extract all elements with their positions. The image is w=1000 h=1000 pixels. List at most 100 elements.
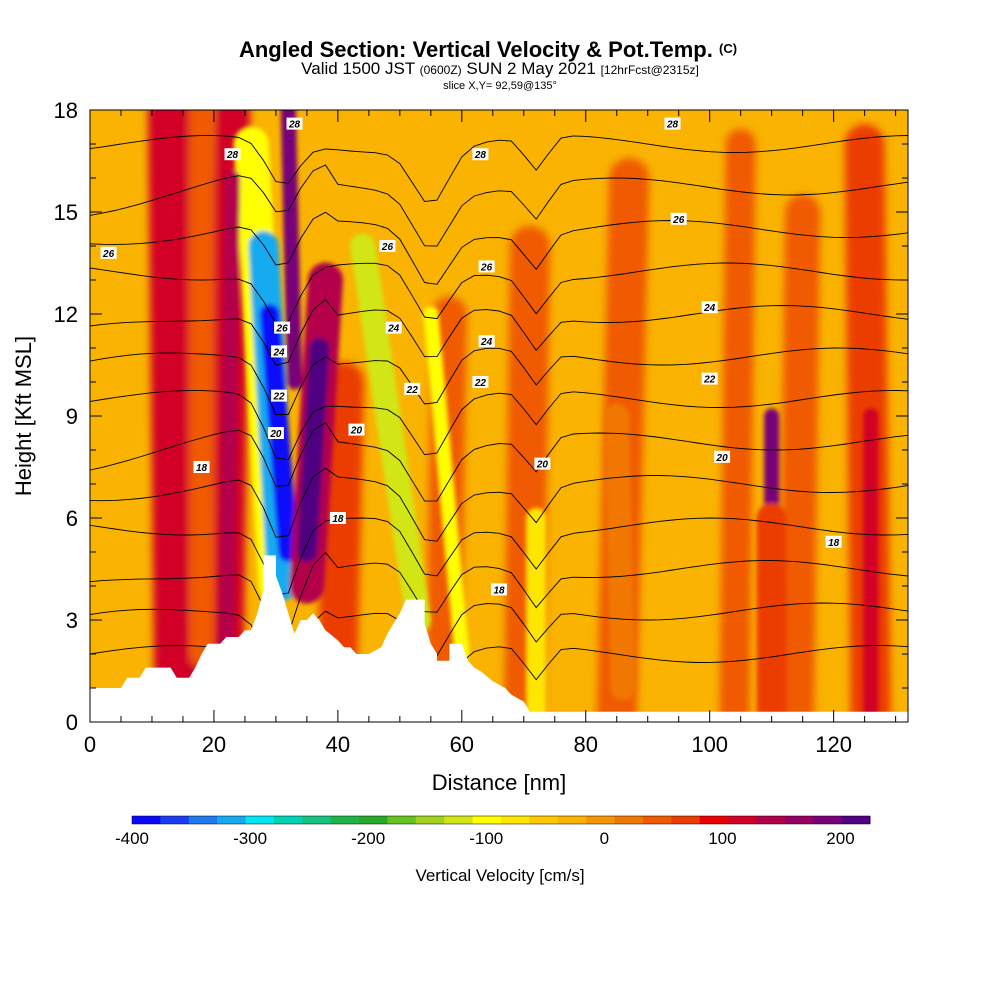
velocity-cores — [163, 110, 879, 722]
theta-contour — [90, 211, 908, 285]
velocity-band — [503, 226, 550, 722]
colorbar-tick-label: 200 — [826, 829, 854, 848]
theta-contour — [90, 517, 908, 596]
svg-text:24: 24 — [480, 337, 493, 348]
x-tick-label: 60 — [450, 732, 474, 757]
svg-text:18: 18 — [196, 463, 208, 474]
colorbar-swatch — [387, 816, 417, 824]
theta-label: 22 — [271, 389, 288, 403]
svg-text:28: 28 — [666, 120, 679, 131]
velocity-band — [719, 129, 756, 722]
theta-label: 18 — [491, 583, 507, 596]
svg-text:24: 24 — [703, 303, 716, 314]
colorbar-swatch — [671, 816, 701, 824]
svg-text:18: 18 — [493, 585, 505, 596]
colorbar-swatch — [245, 816, 275, 824]
theta-contour — [90, 551, 908, 639]
theta-label: 28 — [664, 117, 681, 131]
y-tick-label: 0 — [66, 710, 78, 735]
theta-label: 28 — [472, 148, 489, 161]
theta-label: 24 — [478, 335, 495, 348]
velocity-core — [423, 306, 470, 662]
svg-text:26: 26 — [672, 215, 685, 226]
theta-label: 20 — [534, 457, 551, 471]
x-tick-label: 100 — [691, 732, 728, 757]
colorbar-swatch — [359, 816, 388, 824]
y-tick-label: 12 — [54, 302, 78, 327]
theta-label: 20 — [714, 450, 731, 464]
theta-label: 26 — [100, 246, 117, 260]
theta-label: 24 — [385, 321, 402, 335]
colorbar-swatch — [330, 816, 360, 824]
colorbar-swatch — [415, 816, 445, 824]
theta-labels: 28 28 28 28 26 26 26 26 26 24 24 24 24 22 22 22 22 20 20 20… — [100, 117, 842, 596]
theta-contour — [90, 390, 908, 461]
svg-text:28: 28 — [288, 120, 301, 131]
svg-text:22: 22 — [474, 378, 487, 389]
chart-title: Angled Section: Vertical Velocity & Pot.… — [239, 37, 737, 62]
colorbar-swatch — [784, 816, 814, 824]
y-tick-label: 9 — [66, 404, 78, 429]
theta-label: 22 — [701, 372, 718, 386]
svg-text:22: 22 — [272, 392, 285, 403]
svg-text:28: 28 — [226, 150, 239, 161]
theta-label: 28 — [286, 117, 303, 131]
theta-label: 18 — [329, 512, 346, 525]
forecast-info: [12hrFcst@2315z] — [601, 63, 699, 77]
colorbar-swatch — [642, 816, 672, 824]
svg-text:24: 24 — [272, 347, 285, 358]
x-axis-label: Distance [nm] — [432, 770, 567, 795]
theta-contour — [90, 422, 908, 502]
colorbar-swatch — [728, 816, 757, 824]
theta-contour — [90, 467, 908, 542]
y-tick-label: 15 — [54, 200, 78, 225]
colorbar-swatch — [188, 816, 218, 824]
valid-utc: (0600Z) — [420, 63, 462, 77]
theta-label: 20 — [348, 423, 365, 437]
colorbar-swatch — [444, 816, 474, 824]
colorbar-swatch — [841, 816, 871, 824]
colorbar-swatch — [699, 816, 729, 824]
velocity-core — [604, 403, 636, 701]
colorbar-swatch — [756, 816, 786, 824]
colorbar-swatch — [813, 816, 843, 824]
colorbar-swatch — [273, 816, 303, 824]
theta-label: 26 — [670, 212, 687, 226]
y-tick-label: 3 — [66, 608, 78, 633]
colorbar — [131, 815, 871, 825]
velocity-core — [163, 306, 185, 662]
chart-slice-info: slice X,Y= 92,59@135° — [443, 80, 557, 92]
theta-contour — [90, 135, 908, 202]
svg-text:26: 26 — [480, 262, 493, 273]
x-tick-label: 40 — [326, 732, 350, 757]
theta-label: 24 — [271, 345, 288, 358]
colorbar-tick-label: -400 — [115, 829, 149, 848]
theta-label: 26 — [274, 321, 291, 335]
svg-text:26: 26 — [102, 249, 115, 260]
colorbar-swatch — [472, 816, 502, 824]
colorbar-swatch — [529, 816, 559, 824]
y-tick-label: 6 — [66, 506, 78, 531]
colorbar-tick-label: 100 — [708, 829, 736, 848]
velocity-core — [280, 110, 302, 390]
x-tick-label: 0 — [84, 732, 96, 757]
svg-text:20: 20 — [716, 453, 729, 464]
chart-valid-time: Valid 1500 JST (0600Z) SUN 2 May 2021 [1… — [301, 59, 699, 78]
colorbar-tick-label: -100 — [469, 829, 503, 848]
svg-text:20: 20 — [269, 429, 282, 440]
x-axis: 0 20 40 60 80 100 120 — [84, 110, 897, 757]
colorbar-swatch — [614, 816, 644, 824]
theta-label: 26 — [379, 240, 396, 253]
valid-date: SUN 2 May 2021 — [466, 59, 595, 78]
terrain — [90, 555, 908, 722]
theta-contours — [90, 135, 908, 722]
svg-text:20: 20 — [536, 460, 549, 471]
x-tick-label: 20 — [202, 732, 226, 757]
x-tick-label: 120 — [815, 732, 852, 757]
theta-contour — [90, 164, 908, 247]
colorbar-ticks: -400 -300 -200 -100 0 100 200 — [115, 829, 855, 848]
theta-label: 28 — [224, 148, 241, 161]
svg-text:18: 18 — [828, 538, 840, 549]
colorbar-frame — [131, 815, 871, 825]
theta-contour — [90, 602, 908, 690]
